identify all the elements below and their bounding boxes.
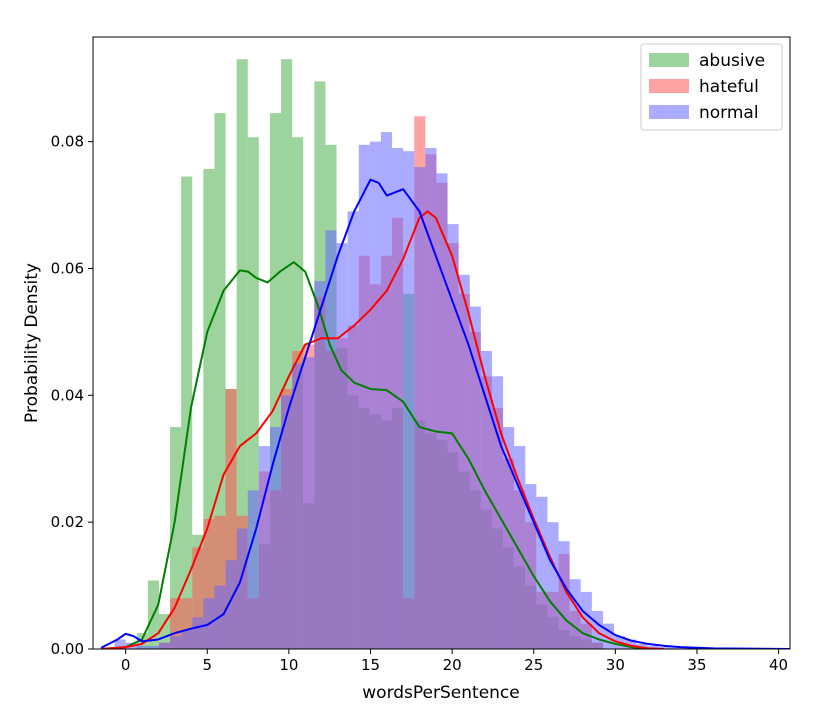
legend-swatch-abusive bbox=[649, 53, 689, 67]
bar-normal-0 bbox=[114, 639, 126, 649]
bar-abusive-4 bbox=[170, 427, 182, 649]
x-tick-label-10: 10 bbox=[279, 656, 298, 674]
bar-normal-23 bbox=[369, 141, 381, 649]
x-tick-label-15: 15 bbox=[361, 656, 380, 674]
bar-normal-40 bbox=[558, 541, 570, 649]
plot-frame bbox=[92, 36, 791, 650]
y-axis-label: Probability Density bbox=[22, 263, 42, 423]
x-tick-label-40: 40 bbox=[769, 656, 788, 674]
bar-normal-22 bbox=[358, 144, 370, 649]
legend-label-abusive: abusive bbox=[699, 51, 765, 71]
bar-normal-18 bbox=[314, 281, 326, 649]
kde-line-hateful bbox=[101, 210, 665, 649]
y-tick-label-1: 0.02 bbox=[51, 513, 84, 531]
bar-abusive-11 bbox=[247, 137, 259, 649]
bar-normal-26 bbox=[403, 151, 415, 649]
bar-normal-27 bbox=[414, 167, 426, 649]
x-axis-ticks: 0 5 10 15 20 25 30 35 40 bbox=[121, 649, 788, 674]
bar-normal-46 bbox=[625, 639, 637, 649]
bar-normal-37 bbox=[525, 484, 537, 649]
bar-abusive-5 bbox=[181, 176, 193, 649]
bar-abusive-13 bbox=[269, 113, 282, 649]
legend-swatch-normal bbox=[649, 105, 689, 119]
bar-normal-2 bbox=[136, 645, 148, 649]
bar-normal-6 bbox=[181, 629, 193, 649]
bar-normal-32 bbox=[469, 306, 481, 649]
y-axis-ticks: 0.00 0.02 0.04 0.06 0.08 bbox=[51, 133, 93, 658]
x-tick-label-30: 30 bbox=[606, 656, 625, 674]
bar-normal-19 bbox=[325, 230, 337, 649]
bar-abusive-3 bbox=[158, 614, 171, 649]
bar-normal-15 bbox=[281, 395, 293, 649]
bar-normal-10 bbox=[225, 560, 237, 649]
bar-normal-3 bbox=[147, 645, 159, 649]
bar-normal-38 bbox=[536, 496, 548, 649]
bar-normal-50 bbox=[669, 647, 681, 649]
kde-line-normal bbox=[100, 178, 790, 649]
bar-normal-4 bbox=[158, 642, 171, 649]
bar-normal-48 bbox=[647, 645, 659, 649]
y-tick-label-3: 0.06 bbox=[51, 259, 84, 277]
bar-normal-36 bbox=[514, 446, 526, 649]
bar-normal-29 bbox=[436, 173, 448, 649]
bar-normal-11 bbox=[236, 528, 248, 649]
kde-line-abusive bbox=[101, 261, 649, 649]
bar-normal-20 bbox=[336, 243, 348, 649]
bar-normal-31 bbox=[458, 274, 470, 649]
x-tick-label-20: 20 bbox=[443, 656, 462, 674]
kde-curves bbox=[100, 178, 790, 649]
legend-label-hateful: hateful bbox=[699, 77, 759, 97]
legend-label-normal: normal bbox=[699, 103, 759, 123]
bar-abusive-7 bbox=[203, 168, 215, 649]
bar-normal-5 bbox=[170, 636, 182, 649]
histogram-bars bbox=[114, 59, 692, 649]
bar-normal-33 bbox=[480, 350, 492, 649]
bar-normal-14 bbox=[269, 427, 282, 649]
bar-abusive-14 bbox=[281, 59, 293, 649]
bar-normal-43 bbox=[591, 610, 603, 649]
x-tick-label-35: 35 bbox=[687, 656, 706, 674]
bar-normal-41 bbox=[569, 579, 581, 649]
bar-hateful-2 bbox=[181, 598, 193, 649]
bar-hateful-6 bbox=[225, 388, 237, 649]
bar-normal-35 bbox=[503, 427, 515, 649]
bar-normal-39 bbox=[547, 522, 559, 649]
bar-normal-44 bbox=[602, 623, 615, 649]
bar-normal-16 bbox=[292, 363, 304, 649]
x-tick-label-25: 25 bbox=[524, 656, 543, 674]
bar-abusive-10 bbox=[236, 59, 248, 649]
x-tick-label-5: 5 bbox=[202, 656, 212, 674]
legend-swatch-hateful bbox=[649, 79, 689, 93]
bar-normal-13 bbox=[258, 446, 270, 649]
bar-normal-17 bbox=[303, 357, 315, 649]
y-tick-label-4: 0.08 bbox=[51, 133, 84, 151]
x-tick-label-0: 0 bbox=[121, 656, 131, 674]
bar-normal-12 bbox=[247, 490, 259, 649]
bar-hateful-5 bbox=[214, 515, 226, 649]
y-tick-label-0: 0.00 bbox=[51, 640, 84, 658]
bar-normal-21 bbox=[347, 211, 359, 649]
bar-hateful-3 bbox=[192, 547, 204, 649]
bar-abusive-8 bbox=[214, 113, 226, 649]
bar-normal-28 bbox=[425, 147, 437, 649]
x-axis-label: wordsPerSentence bbox=[362, 683, 519, 703]
y-tick-label-2: 0.04 bbox=[51, 386, 84, 404]
bar-normal-7 bbox=[192, 617, 204, 649]
legend: abusive hateful normal bbox=[640, 43, 783, 131]
bar-hateful-4 bbox=[203, 518, 215, 649]
bar-hateful-1 bbox=[170, 598, 182, 649]
